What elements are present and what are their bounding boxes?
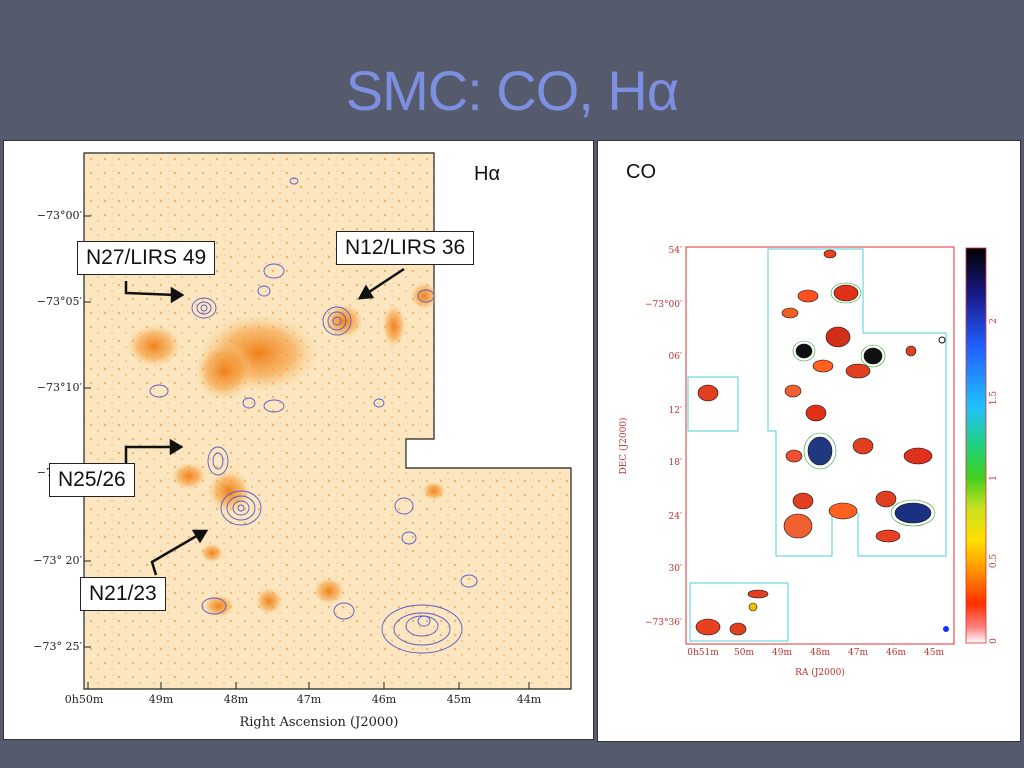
halpha-panel: −73°00′ −73°05′ −73°10′ −73°15′ −73° 20′… <box>3 140 594 740</box>
ha-ra-tick-0: 0h50m <box>65 693 104 706</box>
ha-ra-tick-3: 47m <box>297 693 322 706</box>
co-colorbar <box>965 247 987 644</box>
co-ra-tick-2: 49m <box>772 648 792 658</box>
co-dec-tick-7: −73°36′ <box>645 618 682 628</box>
ha-ra-tick-1: 49m <box>149 693 174 706</box>
ha-dec-tick-1: −73°05′ <box>37 295 83 308</box>
co-dec-tick-6: 30′ <box>669 564 683 574</box>
co-ra-tick-6: 45m <box>924 648 944 658</box>
co-y-axis-label: DEC (J2000) <box>618 417 629 474</box>
co-cbar-tick-4: 0 <box>989 638 999 644</box>
co-dec-tick-4: 18′ <box>669 458 683 468</box>
halpha-image: −73°00′ −73°05′ −73°10′ −73°15′ −73° 20′… <box>33 152 572 730</box>
co-ra-tick-5: 46m <box>886 648 906 658</box>
co-dec-tick-2: 06′ <box>669 352 683 362</box>
label-n25-26: N25/26 <box>49 463 135 497</box>
co-cbar-tick-1: 1.5 <box>989 391 999 406</box>
co-ra-tick-4: 47m <box>848 648 868 658</box>
ha-ra-tick-5: 45m <box>447 693 472 706</box>
co-cbar-tick-2: 1 <box>989 475 999 481</box>
co-ra-tick-3: 48m <box>810 648 830 658</box>
label-n27-lirs49: N27/LIRS 49 <box>77 241 216 275</box>
ha-dec-tick-0: −73°00′ <box>37 209 83 222</box>
slide-title: SMC: CO, Hα <box>345 59 680 122</box>
label-n21-23: N21/23 <box>80 577 166 611</box>
co-dec-tick-3: 12′ <box>669 406 683 416</box>
ha-dec-tick-4: −73° 20′ <box>33 554 82 567</box>
ha-ra-tick-2: 48m <box>224 693 249 706</box>
co-panel: CO <box>597 140 1021 742</box>
co-cbar-tick-0: 2 <box>989 318 999 324</box>
co-map: 2 1.5 1 0.5 0 54′ −73°00′ 06′ 12′ 18′ 24… <box>618 246 999 678</box>
co-dec-tick-0: 54′ <box>669 246 683 256</box>
co-cbar-tick-3: 0.5 <box>989 554 999 569</box>
ha-ra-tick-4: 46m <box>372 693 397 706</box>
ha-ra-tick-6: 44m <box>517 693 542 706</box>
ha-dec-tick-2: −73°10′ <box>37 381 83 394</box>
co-x-axis-label: RA (J2000) <box>795 667 845 678</box>
co-dec-tick-5: 24′ <box>669 512 683 522</box>
halpha-tag: Hα <box>474 163 501 185</box>
co-tag: CO <box>626 161 656 183</box>
co-ra-tick-0: 0h51m <box>687 648 719 658</box>
co-dec-tick-1: −73°00′ <box>645 300 682 310</box>
label-n12-lirs36: N12/LIRS 36 <box>336 231 475 265</box>
co-ra-tick-1: 50m <box>734 648 754 658</box>
ha-dec-tick-5: −73° 25′ <box>33 640 82 653</box>
ha-x-axis-label: Right Ascension (J2000) <box>239 715 398 730</box>
